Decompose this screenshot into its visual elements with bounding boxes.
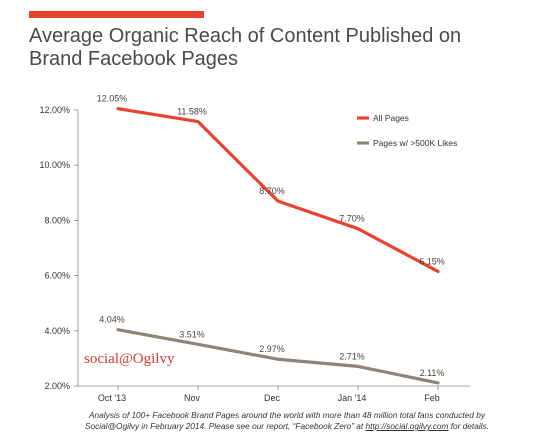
footnote-line2-prefix: Social@Ogilvy in February 2014. Please s… [85,421,366,431]
x-tick-label: Nov [184,393,201,403]
data-label: 11.58% [177,107,207,117]
y-tick-label: 8.00% [44,215,70,225]
legend-label: Pages w/ >500K Likes [373,138,457,148]
series-line-all-pages [116,107,440,274]
chart-title-line1: Average Organic Reach of Content Publish… [29,25,462,47]
footnote-line2: Social@Ogilvy in February 2014. Please s… [52,421,522,432]
x-tick-label: Jan '14 [338,393,367,403]
y-tick-label: 4.00% [44,326,70,336]
x-tick-label: Dec [264,393,281,403]
y-tick-label: 12.00% [39,105,70,115]
y-tick-label: 10.00% [39,160,70,170]
data-label: 6.15% [419,256,445,266]
data-label: 2.11% [420,368,445,378]
series-line-large-pages [116,328,440,385]
data-label: 2.97% [259,344,285,354]
x-tick-label: Oct '13 [98,393,126,403]
data-label: 7.70% [339,214,365,224]
footnote-line2-suffix: for details. [448,421,489,431]
accent-bar [29,11,204,18]
chart-title-line2: Brand Facebook Pages [29,48,239,70]
data-label: 3.51% [179,329,205,339]
legend-label: All Pages [373,113,409,123]
data-label: 8.70% [259,186,285,196]
chart-title: Average Organic Reach of Content Publish… [29,25,529,71]
data-label: 4.04% [99,315,125,325]
footnote: Analysis of 100+ Facebook Brand Pages ar… [52,410,522,432]
data-label: 12.05% [97,94,128,104]
brand-logo: social@Ogilvy [84,351,175,367]
footnote-line1: Analysis of 100+ Facebook Brand Pages ar… [89,410,485,420]
report-link[interactable]: http://social.ogilvy.com [365,421,449,431]
x-tick-label: Feb [424,393,440,403]
y-tick-label: 6.00% [44,271,70,281]
y-tick-label: 2.00% [44,381,70,391]
data-label: 2.71% [339,351,365,361]
